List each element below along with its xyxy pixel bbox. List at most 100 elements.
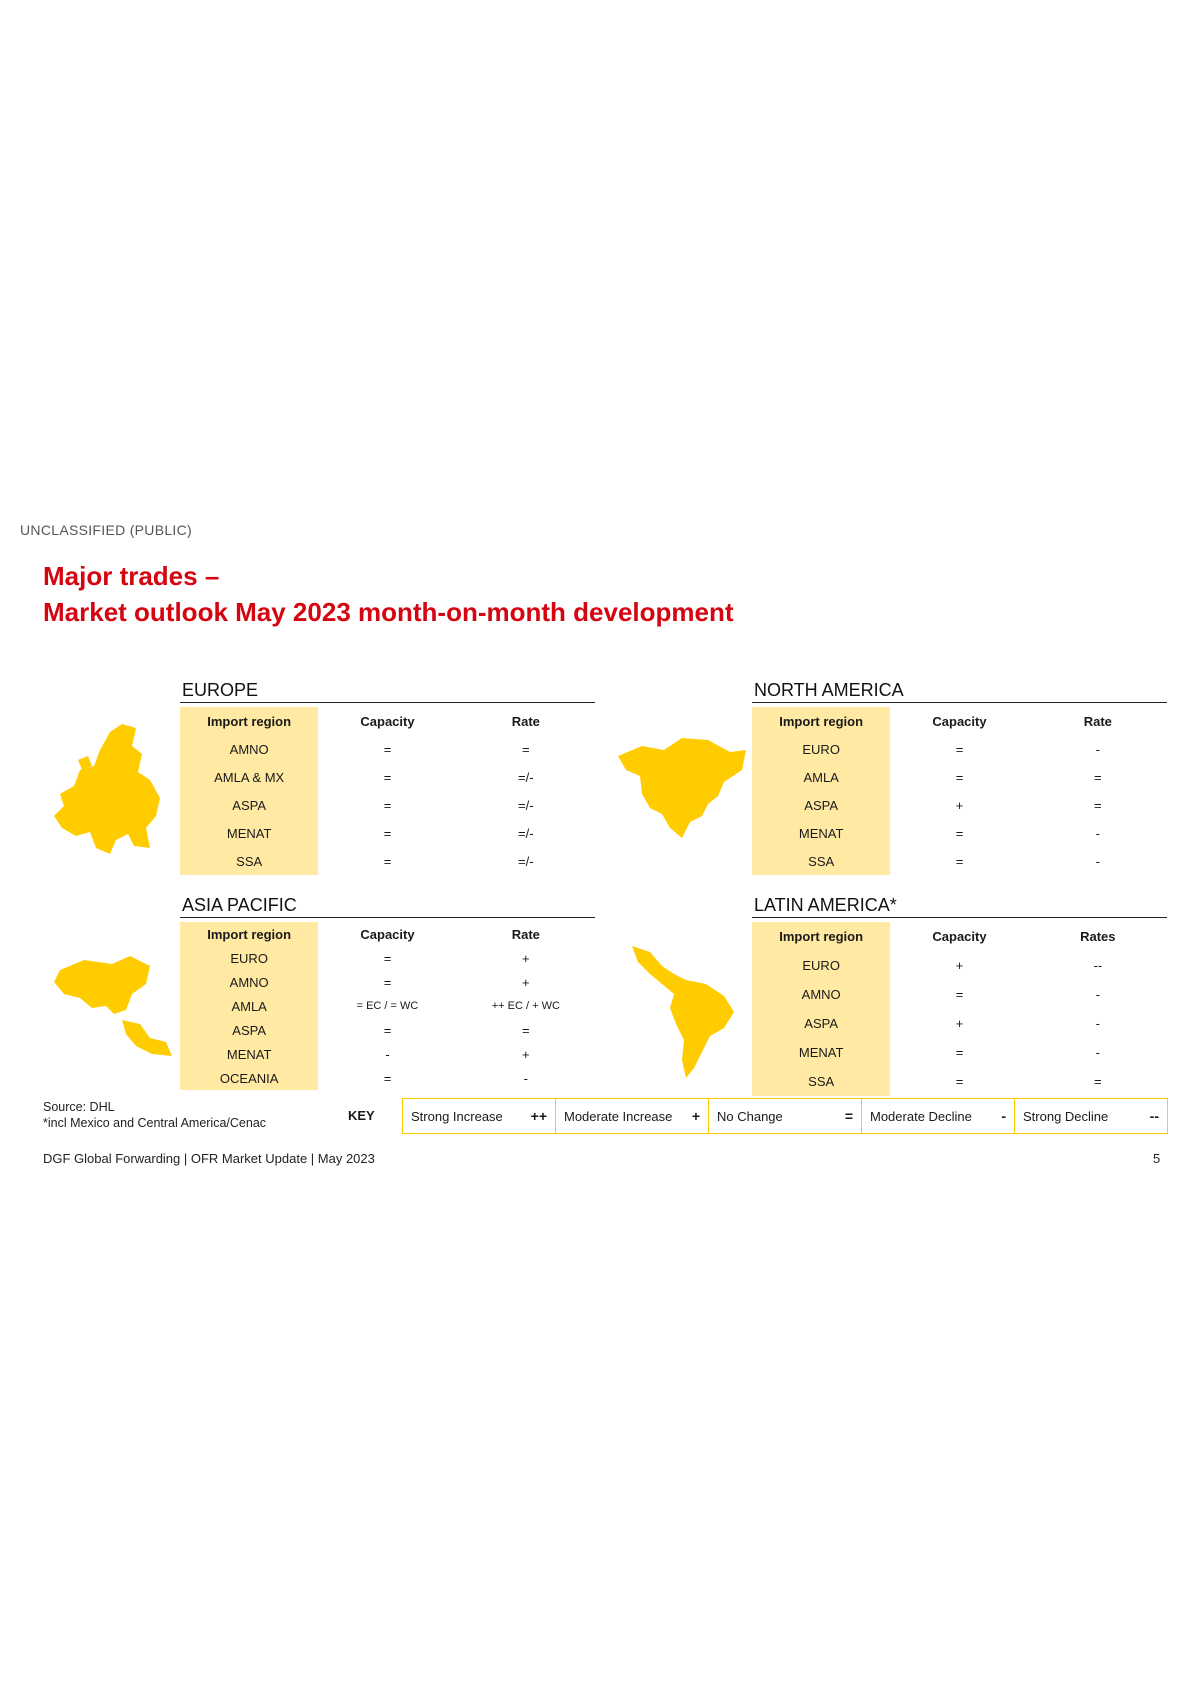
capacity-cell: = (955, 825, 964, 841)
table-row: EURO + -- (752, 951, 1167, 980)
col-header-capacity: Capacity (360, 713, 415, 729)
table-row: ASPA + = (752, 791, 1167, 819)
region-cell: EURO (180, 946, 319, 970)
table-row: ASPA + - (752, 1009, 1167, 1038)
rate-cell: = (1094, 769, 1102, 785)
region-cell: AMLA (752, 763, 891, 791)
europe-table: Import region Capacity Rate AMNO = = AMLA … (180, 707, 595, 875)
table-row: MENAT = - (752, 1038, 1167, 1067)
region-cell: ASPA (752, 1009, 891, 1038)
legend-key: Strong Increase ++ Moderate Increase + No … (402, 1098, 1168, 1134)
key-item-symbol: = (844, 1108, 853, 1124)
region-cell: AMLA & MX (180, 763, 319, 791)
table-row: AMLA & MX = =/- (180, 763, 595, 791)
rate-cell: =/- (518, 797, 534, 813)
rate-cell: = (1094, 1074, 1102, 1089)
rate-cell: =/- (518, 769, 534, 785)
key-item-symbol: - (1001, 1108, 1006, 1124)
asia-pacific-table: Import region Capacity Rate EURO = + AMNO =… (180, 922, 595, 1090)
table-row: SSA = - (752, 847, 1167, 875)
region-cell: ASPA (752, 791, 891, 819)
table-row: OCEANIA = - (180, 1066, 595, 1090)
col-header-capacity: Capacity (932, 929, 987, 944)
table-row: EURO = - (752, 735, 1167, 763)
capacity-cell: = (383, 853, 392, 869)
rate-cell: - (1095, 987, 1100, 1002)
key-item-label: Strong Increase (411, 1108, 503, 1124)
capacity-cell: + (955, 1016, 964, 1031)
capacity-cell: - (385, 1046, 390, 1062)
rate-cell: - (1095, 853, 1100, 869)
classification-label: UNCLASSIFIED (PUBLIC) (20, 522, 192, 538)
capacity-cell: = EC / = WC (356, 1000, 419, 1012)
key-item-symbol: ++ (530, 1108, 547, 1124)
latin-america-panel: LATIN AMERICA* Import region Capacity Ra… (752, 893, 1167, 1096)
rate-cell: - (523, 1070, 528, 1086)
region-cell: AMNO (180, 735, 319, 763)
rate-cell: - (1095, 825, 1100, 841)
rate-cell: -- (1093, 958, 1103, 973)
capacity-cell: = (383, 950, 392, 966)
region-cell: MENAT (752, 819, 891, 847)
table-row: AMNO = = (180, 735, 595, 763)
rate-cell: =/- (518, 853, 534, 869)
title-line-2: Market outlook May 2023 month-on-month d… (43, 597, 734, 627)
rate-cell: + (522, 974, 530, 990)
region-cell: ASPA (180, 791, 319, 819)
latin-america-table: Import region Capacity Rates EURO + -- AMN… (752, 922, 1167, 1096)
rate-cell: - (1095, 1016, 1100, 1031)
region-cell: OCEANIA (180, 1066, 319, 1090)
table-row: EURO = + (180, 946, 595, 970)
key-item-label: Moderate Decline (870, 1108, 972, 1124)
page-title: Major trades – Market outlook May 2023 m… (43, 558, 734, 630)
capacity-cell: = (383, 825, 392, 841)
region-cell: MENAT (752, 1038, 891, 1067)
table-header-row: Import region Capacity Rates (752, 922, 1167, 951)
key-label: KEY (348, 1108, 375, 1123)
rate-cell: ++ EC / + WC (491, 1000, 560, 1012)
table-row: MENAT - + (180, 1042, 595, 1066)
asia-pacific-map-icon (54, 956, 172, 1056)
capacity-cell: + (955, 958, 964, 973)
capacity-cell: = (383, 741, 392, 757)
key-item: Moderate Increase + (556, 1099, 709, 1133)
region-cell: ASPA (180, 1018, 319, 1042)
region-cell: SSA (180, 847, 319, 875)
page-number: 5 (1153, 1151, 1161, 1166)
north-america-table: Import region Capacity Rate EURO = - AMLA =… (752, 707, 1167, 875)
key-item-label: Moderate Increase (564, 1108, 673, 1124)
col-header-capacity: Capacity (932, 713, 987, 729)
capacity-cell: + (955, 797, 964, 813)
key-item: Moderate Decline - (862, 1099, 1015, 1133)
footnote-text: *incl Mexico and Central America/Cenac (43, 1116, 267, 1130)
rate-cell: =/- (518, 825, 534, 841)
source-text: Source: DHL (43, 1100, 115, 1114)
capacity-cell: = (955, 987, 964, 1002)
table-row: AMNO = + (180, 970, 595, 994)
region-cell: SSA (752, 847, 891, 875)
key-item: Strong Decline -- (1015, 1099, 1167, 1133)
rate-cell: + (522, 950, 530, 966)
region-cell: MENAT (180, 1042, 319, 1066)
table-header-row: Import region Capacity Rate (180, 922, 595, 946)
panel-title: LATIN AMERICA* (752, 893, 1167, 918)
panel-title: ASIA PACIFIC (180, 893, 595, 918)
table-row: ASPA = =/- (180, 791, 595, 819)
col-header-region: Import region (752, 922, 891, 951)
region-cell: AMNO (752, 980, 891, 1009)
north-america-panel: NORTH AMERICA Import region Capacity Rat… (752, 678, 1167, 875)
capacity-cell: = (383, 1070, 392, 1086)
capacity-cell: = (383, 974, 392, 990)
capacity-cell: = (383, 797, 392, 813)
key-item: No Change = (709, 1099, 862, 1133)
table-row: MENAT = - (752, 819, 1167, 847)
capacity-cell: = (955, 769, 964, 785)
latin-america-map-icon (632, 946, 734, 1078)
col-header-rates: Rates (1080, 929, 1116, 944)
capacity-cell: = (955, 1045, 964, 1060)
rate-cell: + (522, 1046, 530, 1062)
rate-cell: = (1094, 797, 1102, 813)
table-row: AMLA = EC / = WC ++ EC / + WC (180, 994, 595, 1018)
table-row: MENAT = =/- (180, 819, 595, 847)
europe-map-icon (54, 724, 160, 854)
